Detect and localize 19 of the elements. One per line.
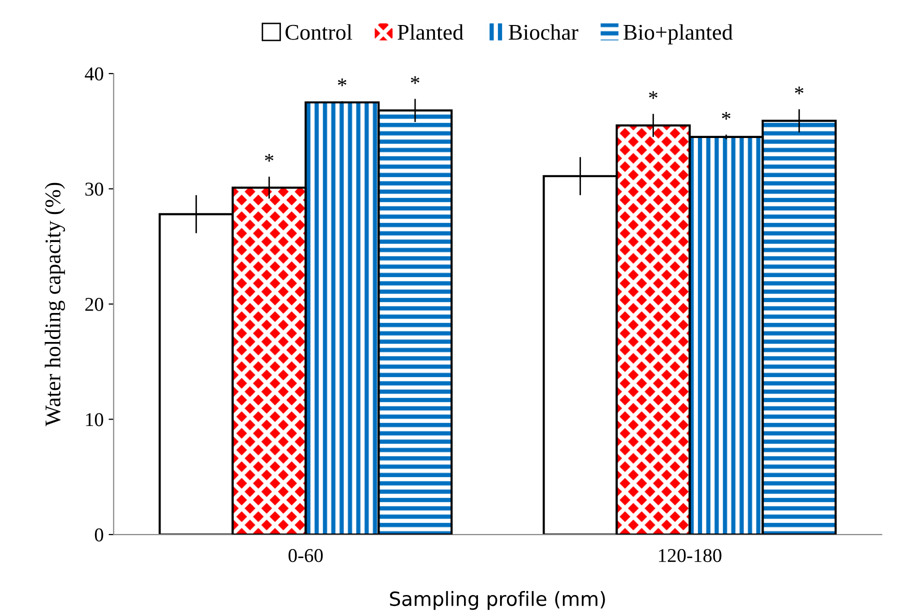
legend-label: Planted [398, 24, 464, 40]
x-tick-label: 0-60 [288, 548, 323, 562]
x-tick-label: 120-180 [659, 548, 722, 562]
y-tick-label: 20 [85, 298, 104, 311]
legend-label: Biochar [508, 24, 578, 40]
legend-label: Control [286, 24, 352, 40]
data-label: * [264, 154, 274, 162]
data-label: * [338, 78, 346, 86]
data-label: * [794, 86, 804, 94]
y-tick-label: 40 [84, 67, 104, 80]
data-label: * [722, 112, 730, 120]
y-axis-title: Water holding capacity (%) [44, 182, 66, 426]
data-label: * [649, 91, 658, 99]
y-tick-label: 30 [85, 182, 104, 196]
y-tick-label: 10 [86, 413, 104, 426]
legend-label: Bio+planted [624, 24, 733, 44]
y-tick-label: 0 [94, 528, 104, 542]
data-label: * [410, 76, 420, 84]
x-axis-title: Sampling profile (mm) [390, 591, 605, 610]
